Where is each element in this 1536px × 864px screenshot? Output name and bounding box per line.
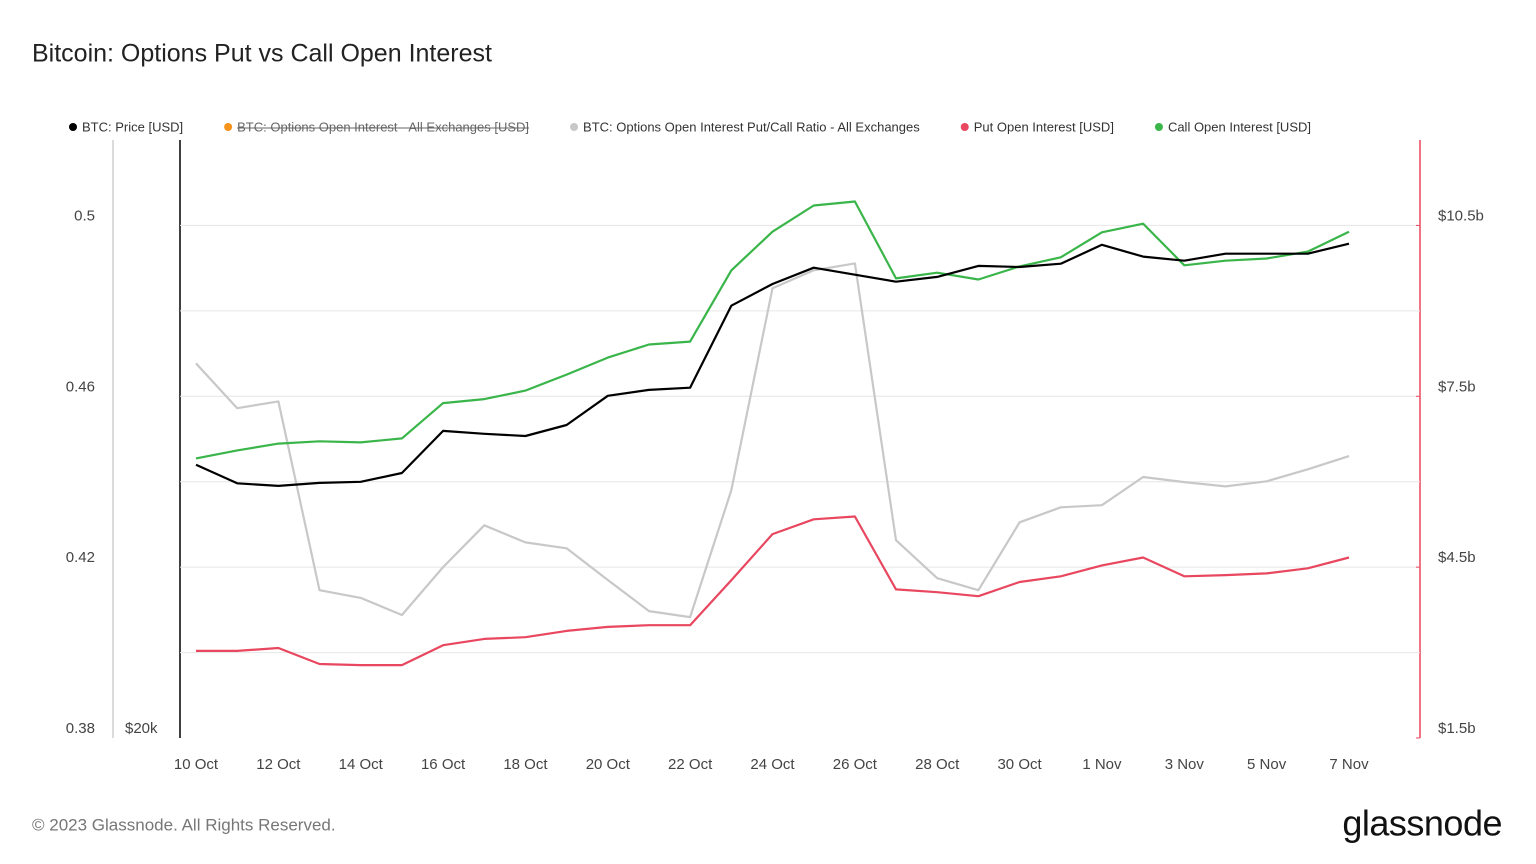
legend-label: Call Open Interest [USD] <box>1168 119 1311 134</box>
x-tick-label: 24 Oct <box>750 756 795 773</box>
x-tick-label: 3 Nov <box>1165 756 1205 773</box>
series-line <box>196 515 1350 667</box>
legend-label: BTC: Price [USD] <box>82 119 183 134</box>
x-tick-label: 26 Oct <box>833 756 878 773</box>
legend-marker <box>960 123 969 131</box>
x-tick-label: 28 Oct <box>915 756 960 773</box>
y2-tick-label: $10.5b <box>1438 207 1484 224</box>
legend-marker <box>570 123 579 131</box>
legend-label: BTC: Options Open Interest - All Exchang… <box>237 119 529 134</box>
series-line <box>195 200 1350 460</box>
x-tick-label: 20 Oct <box>586 756 631 773</box>
y-tick-label: 0.46 <box>66 378 95 395</box>
footer: © 2023 Glassnode. All Rights Reserved. <box>32 815 336 834</box>
x-tick-label: 5 Nov <box>1247 756 1287 773</box>
brand-logo: glassnode <box>1342 803 1502 844</box>
y-tick-label: 0.5 <box>74 207 95 224</box>
x-tick-label: 14 Oct <box>339 756 384 773</box>
series-line <box>195 242 1350 487</box>
chart-title: Bitcoin: Options Put vs Call Open Intere… <box>32 40 492 68</box>
legend-marker <box>224 123 233 131</box>
x-tick-label: 7 Nov <box>1329 756 1369 773</box>
y-tick-label: 0.42 <box>66 549 95 566</box>
y2-tick-label: $1.5b <box>1438 720 1476 737</box>
legend-label: BTC: Options Open Interest Put/Call Rati… <box>583 119 920 134</box>
x-tick-label: 1 Nov <box>1082 756 1122 773</box>
legend-marker <box>69 123 77 131</box>
series-line <box>195 262 1350 619</box>
x-tick-label: 22 Oct <box>668 756 713 773</box>
x-tick-label: 10 Oct <box>174 756 219 773</box>
x-tick-label: 12 Oct <box>256 756 301 773</box>
legend-marker <box>1154 123 1163 131</box>
x-tick-label: 18 Oct <box>503 756 548 773</box>
y2-tick-label: $7.5b <box>1438 378 1476 395</box>
x-tick-label: 30 Oct <box>997 756 1042 773</box>
legend-label: Put Open Interest [USD] <box>974 119 1114 134</box>
y2-tick-label: $4.5b <box>1438 549 1476 566</box>
y3-tick-label: $20k <box>125 720 158 737</box>
y-tick-label: 0.38 <box>66 720 95 737</box>
x-tick-label: 16 Oct <box>421 756 466 773</box>
